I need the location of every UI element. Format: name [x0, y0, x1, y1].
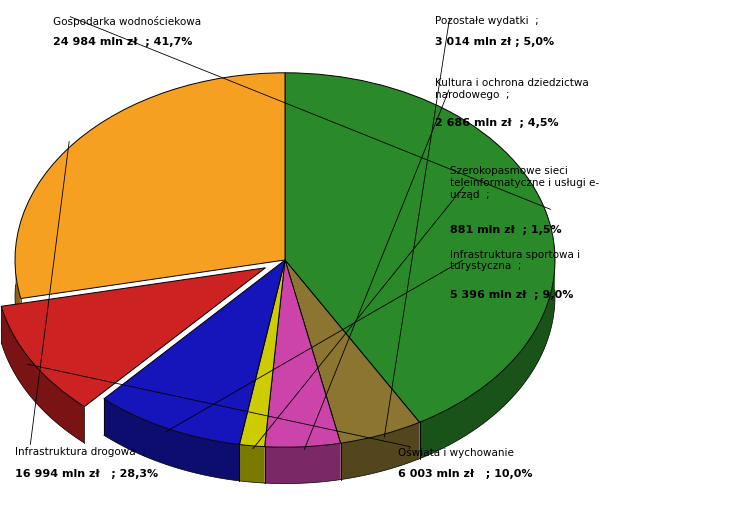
Wedge shape	[239, 260, 285, 447]
Text: Gospodarka wodnościekowa: Gospodarka wodnościekowa	[53, 16, 201, 27]
Wedge shape	[2, 268, 266, 407]
Polygon shape	[104, 399, 239, 481]
Wedge shape	[285, 260, 419, 443]
Text: Pozostałe wydatki  ;: Pozostałe wydatki ;	[435, 16, 538, 25]
Polygon shape	[15, 249, 21, 335]
Text: 2 686 mln zł  ; 4,5%: 2 686 mln zł ; 4,5%	[435, 118, 559, 128]
Text: 24 984 mln zł  ; 41,7%: 24 984 mln zł ; 41,7%	[53, 37, 192, 47]
Wedge shape	[104, 260, 285, 445]
Text: 5 396 mln zł  ; 9,0%: 5 396 mln zł ; 9,0%	[450, 290, 573, 300]
Text: Kultura i ochrona dziedzictwa
narodowego  ;: Kultura i ochrona dziedzictwa narodowego…	[435, 78, 589, 100]
Polygon shape	[419, 253, 555, 459]
Text: Oświata i wychowanie: Oświata i wychowanie	[398, 447, 513, 458]
Wedge shape	[15, 73, 285, 298]
Text: Infrastruktura sportowa i
turystyczna  ;: Infrastruktura sportowa i turystyczna ;	[450, 250, 580, 271]
Wedge shape	[285, 73, 555, 422]
Polygon shape	[239, 445, 265, 483]
Text: Infrastruktura drogowa  ;: Infrastruktura drogowa ;	[15, 447, 146, 457]
Polygon shape	[2, 306, 85, 443]
Text: 3 014 mln zł ; 5,0%: 3 014 mln zł ; 5,0%	[435, 37, 554, 47]
Wedge shape	[265, 260, 340, 447]
Text: 881 mln zł  ; 1,5%: 881 mln zł ; 1,5%	[450, 225, 562, 235]
Polygon shape	[265, 443, 340, 484]
Polygon shape	[340, 422, 419, 479]
Text: 6 003 mln zł   ; 10,0%: 6 003 mln zł ; 10,0%	[398, 469, 532, 478]
Text: Szerokopasmowe sieci
teleinformatyczne i usługi e-
urząd  ;: Szerokopasmowe sieci teleinformatyczne i…	[450, 166, 599, 200]
Text: 16 994 mln zł   ; 28,3%: 16 994 mln zł ; 28,3%	[15, 469, 158, 478]
